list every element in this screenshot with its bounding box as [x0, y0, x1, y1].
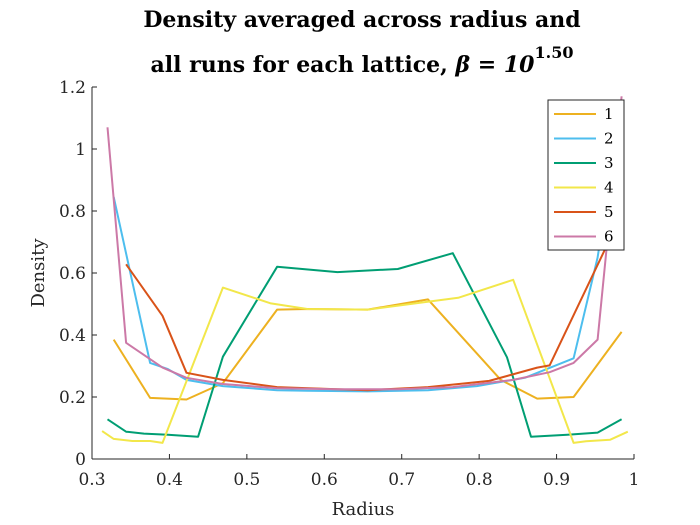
chart-title-line-2-text: all runs for each lattice, — [151, 52, 456, 78]
ticks-layer: 0.3 0.4 0.5 0.6 0.7 0.8 0.9 1 0 0.2 0.4 0.6 0.8 1 1.2 — [59, 78, 639, 490]
y-tick-label: 0.4 — [59, 326, 86, 346]
series-line-3 — [106, 252, 623, 438]
legend-label-1: 1 — [604, 105, 614, 123]
x-tick-label: 0.8 — [466, 470, 493, 490]
y-tick-label: 0 — [75, 450, 86, 470]
y-tick-label: 1.2 — [59, 78, 86, 98]
series-layer — [101, 96, 629, 444]
legend-box — [547, 99, 625, 251]
y-tick-label: 0.6 — [59, 264, 86, 284]
y-tick-label: 1 — [75, 140, 86, 160]
legend-label-3: 3 — [604, 154, 614, 172]
x-tick-label: 0.7 — [388, 470, 415, 490]
series-line-6 — [106, 96, 623, 391]
plot-area: 0.3 0.4 0.5 0.6 0.7 0.8 0.9 1 0 0.2 0.4 0.6 0.8 1 1.2 — [59, 78, 639, 490]
x-tick-label: 1 — [629, 470, 640, 490]
chart-title-line-1: Density averaged across radius and — [143, 7, 580, 33]
y-axis-label: Density — [28, 238, 49, 308]
plot-background — [92, 87, 634, 459]
x-tick-label: 0.6 — [311, 470, 338, 490]
x-tick-label: 0.3 — [78, 470, 105, 490]
chart-title-exponent: 1.50 — [534, 43, 573, 62]
chart-title-line-2: all runs for each lattice, β = 101.50 — [151, 43, 574, 78]
x-tick-label: 0.4 — [156, 470, 183, 490]
x-tick-label: 0.5 — [233, 470, 260, 490]
x-axis-label: Radius — [332, 499, 395, 520]
y-tick-label: 0.8 — [59, 202, 86, 222]
legend: 1 2 3 4 5 6 — [547, 99, 625, 251]
y-tick-label: 0.2 — [59, 388, 86, 408]
legend-label-2: 2 — [604, 130, 614, 148]
legend-label-4: 4 — [604, 179, 614, 197]
legend-label-5: 5 — [604, 203, 614, 221]
legend-label-6: 6 — [604, 228, 614, 246]
x-tick-label: 0.9 — [543, 470, 570, 490]
chart-title-beta: β = 10 — [455, 52, 536, 78]
series-line-4 — [101, 278, 629, 444]
